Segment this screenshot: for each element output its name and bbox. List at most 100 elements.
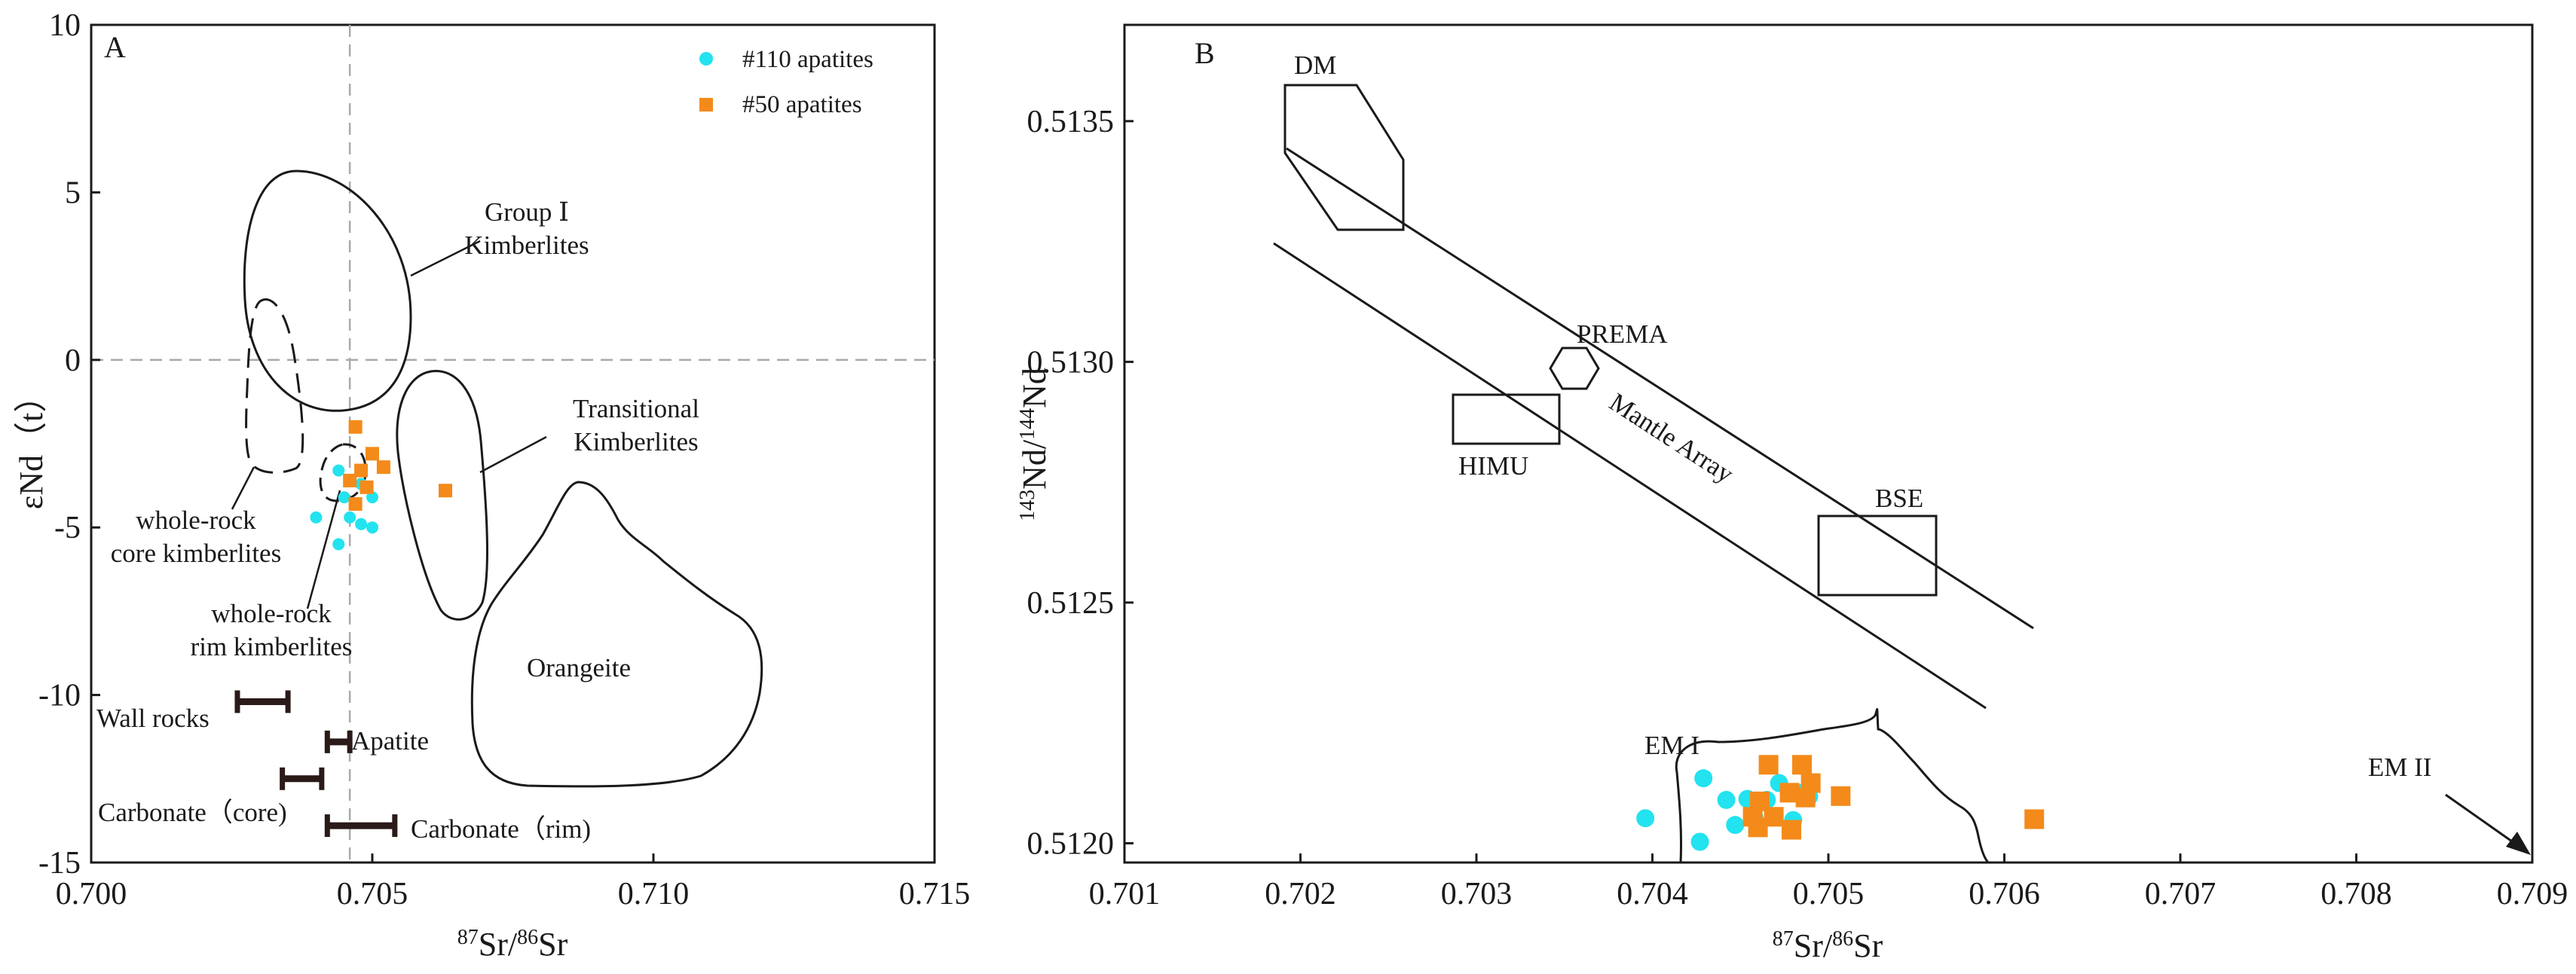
b-x-tick-label: 0.704: [1617, 877, 1688, 911]
b-point-50-11: [2024, 809, 2045, 829]
field-core-kimberlites: [245, 298, 304, 474]
a-point-110-7: [332, 538, 345, 551]
b-x-tick-label: 0.703: [1441, 877, 1513, 911]
panel-a-isotope-ranges: Wall rocks Apatite Carbonate（core) Carbonat…: [96, 690, 591, 844]
a-y-tick-label: 0: [65, 343, 81, 378]
panel-a-axes: 0.700 0.705 0.710 0.715 10 5 0 -5 -10 -15: [38, 8, 970, 911]
a-point-50-5: [359, 480, 374, 494]
range-label: Apatite: [351, 726, 429, 756]
a-point-110-4: [344, 511, 356, 524]
a-x-tick-label: 0.700: [56, 877, 127, 911]
legend-label-110: #110 apatites: [742, 46, 873, 73]
panel-b-axes: 0.701 0.702 0.703 0.704 0.705 0.706 0.707 0.708…: [1027, 105, 2568, 911]
label-mantle-array: Mantle Array: [1605, 387, 1739, 489]
a-point-50-7: [438, 484, 452, 498]
a-point-110-1: [338, 491, 350, 504]
b-point-50-9: [1748, 817, 1768, 838]
panel-a-letter: A: [104, 30, 126, 64]
panel-a-leader-lines: [231, 240, 547, 609]
label-em-i: EM I: [1644, 731, 1699, 760]
b-point-50-0: [1758, 755, 1779, 775]
a-y-tick-label: 10: [49, 8, 81, 43]
b-point-50-6: [1831, 786, 1851, 806]
panel-a-x-axis-label: 87Sr/86Sr: [457, 926, 568, 963]
label-prema: PREMA: [1577, 319, 1668, 349]
a-point-110-3: [366, 491, 378, 504]
a-y-tick-label: -10: [38, 679, 81, 713]
range-label: Carbonate（rim): [411, 814, 591, 844]
b-point-110-1: [1636, 809, 1655, 828]
label-em-ii: EM II: [2368, 753, 2432, 782]
b-x-tick-label: 0.701: [1089, 877, 1161, 911]
b-x-tick-label: 0.706: [1969, 877, 2040, 911]
b-x-tick-label: 0.702: [1265, 877, 1336, 911]
label-rim-kimberlites: whole-rock rim kimberlites: [191, 599, 353, 661]
label-bse: BSE: [1875, 484, 1923, 513]
label-orangeite: Orangeite: [527, 653, 631, 682]
label-core-kimberlites: whole-rock core kimberlites: [111, 505, 281, 568]
b-y-tick-label: 0.5120: [1027, 826, 1115, 861]
panel-b-data-points: [1636, 755, 2045, 851]
b-x-tick-label: 0.705: [1793, 877, 1865, 911]
b-point-50-1: [1791, 755, 1812, 775]
a-x-tick-label: 0.710: [618, 877, 690, 911]
a-point-50-1: [366, 447, 379, 461]
label-group-i-kimberlites: Group Ⅰ Kimberlites: [464, 197, 589, 260]
b-point-110-2: [1717, 790, 1736, 809]
a-y-tick-label: -5: [54, 511, 81, 545]
panel-a-legend: #110 apatites #50 apatites: [699, 46, 873, 118]
range-label: Wall rocks: [96, 704, 210, 733]
a-x-tick-label: 0.715: [899, 877, 971, 911]
legend-label-50: #50 apatites: [742, 91, 862, 118]
label-dm: DM: [1294, 50, 1336, 80]
field-himu: [1452, 393, 1561, 445]
a-point-110-6: [366, 521, 378, 534]
a-point-110-0: [332, 464, 345, 477]
field-group-i-kimberlites: [243, 169, 412, 412]
legend-marker-50: [699, 98, 713, 111]
b-point-110-11: [1690, 832, 1709, 851]
label-transitional-kimberlites: Transitional Kimberlites: [573, 394, 699, 456]
b-point-50-5: [1795, 787, 1816, 808]
legend-marker-110: [699, 52, 713, 66]
panel-b-x-axis-label: 87Sr/86Sr: [1773, 927, 1883, 965]
field-orangeite: [470, 481, 763, 788]
a-point-50-4: [343, 473, 357, 487]
panel-a-y-axis-label: εNd（t）: [13, 380, 50, 509]
panel-b-frame: [1123, 23, 2534, 864]
panel-a-data-points: [310, 420, 452, 551]
label-himu: HIMU: [1458, 451, 1528, 481]
a-y-tick-label: 5: [65, 176, 81, 210]
field-rim-kimberlites: [319, 443, 367, 502]
panel-a-chart: A Wall rocks Apatite Carbonate（core) Carbon…: [13, 8, 970, 963]
panel-a-frame: [90, 23, 936, 864]
a-point-50-0: [348, 420, 363, 434]
a-point-110-5: [355, 518, 368, 530]
field-em-i: [1675, 708, 1990, 863]
range-label: Carbonate（core): [98, 798, 287, 827]
b-y-tick-label: 0.5135: [1027, 105, 1115, 139]
b-x-tick-label: 0.707: [2145, 877, 2217, 911]
b-x-tick-label: 0.709: [2497, 877, 2568, 911]
a-y-tick-label: -15: [38, 846, 81, 881]
field-prema: [1549, 347, 1600, 390]
a-point-50-3: [354, 463, 369, 478]
b-y-tick-label: 0.5130: [1027, 345, 1115, 380]
em-ii-arrow: [2445, 793, 2531, 855]
panel-b-chart: B DM PREMA HIMU BSE EM I EM II Mantle Ar…: [1016, 23, 2568, 965]
b-x-tick-label: 0.708: [2321, 877, 2392, 911]
field-bse: [1817, 514, 1938, 597]
mantle-array-lines: [1273, 147, 2034, 710]
a-point-50-2: [376, 460, 390, 475]
a-point-50-6: [348, 497, 363, 511]
field-dm: [1283, 84, 1405, 231]
a-x-tick-label: 0.705: [337, 877, 408, 911]
panel-b-letter: B: [1195, 36, 1215, 70]
b-point-110-0: [1694, 769, 1713, 788]
field-transitional-kimberlites: [396, 370, 488, 621]
b-point-50-10: [1781, 820, 1801, 840]
panel-b-y-axis-label: 143Nd/144Nd: [1016, 368, 1054, 521]
b-point-110-10: [1726, 816, 1745, 835]
a-point-110-8: [310, 511, 323, 524]
